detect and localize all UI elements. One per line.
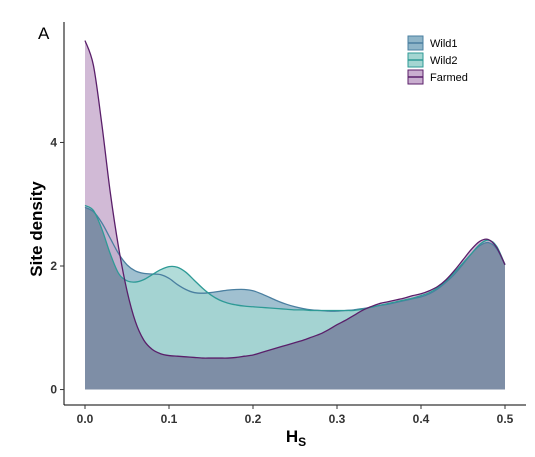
- overlap-clip-outer: [85, 207, 505, 390]
- legend-item-wild2: Wild2: [407, 52, 458, 68]
- legend-item-farmed: Farmed: [407, 69, 468, 85]
- legend-label: Wild1: [430, 38, 458, 50]
- x-tick-label: 0.5: [497, 412, 514, 426]
- x-tick-label: 0.0: [77, 412, 94, 426]
- line-farmed: [84, 40, 506, 359]
- legend-label: Farmed: [430, 72, 468, 84]
- y-tick-label: 2: [50, 259, 57, 273]
- x-axis-title: HS: [286, 427, 306, 449]
- area-overlap: [85, 207, 505, 390]
- y-tick-label: 4: [50, 135, 57, 149]
- y-tick-label: 0: [50, 383, 57, 397]
- x-axis-title-sub: S: [298, 435, 306, 449]
- y-axis-title: Site density: [27, 181, 46, 277]
- x-tick-label: 0.3: [329, 412, 346, 426]
- legend-label: Wild2: [430, 55, 458, 67]
- panel-label: A: [38, 24, 50, 43]
- x-tick-label: 0.2: [245, 412, 262, 426]
- line-wild2: [84, 204, 506, 312]
- line-wild1: [84, 206, 506, 312]
- axes: 0.0 0.1 0.2 0.3 0.4 0.5 0 2 4: [50, 22, 526, 426]
- legend-item-wild1: Wild1: [407, 35, 458, 51]
- x-tick-label: 0.4: [413, 412, 430, 426]
- overlap-clip-inner: [85, 207, 505, 390]
- density-areas: [84, 40, 506, 390]
- legend: Wild1 Wild2 Farmed: [407, 35, 468, 85]
- x-tick-label: 0.1: [161, 412, 178, 426]
- x-axis-title-main: H: [286, 427, 298, 446]
